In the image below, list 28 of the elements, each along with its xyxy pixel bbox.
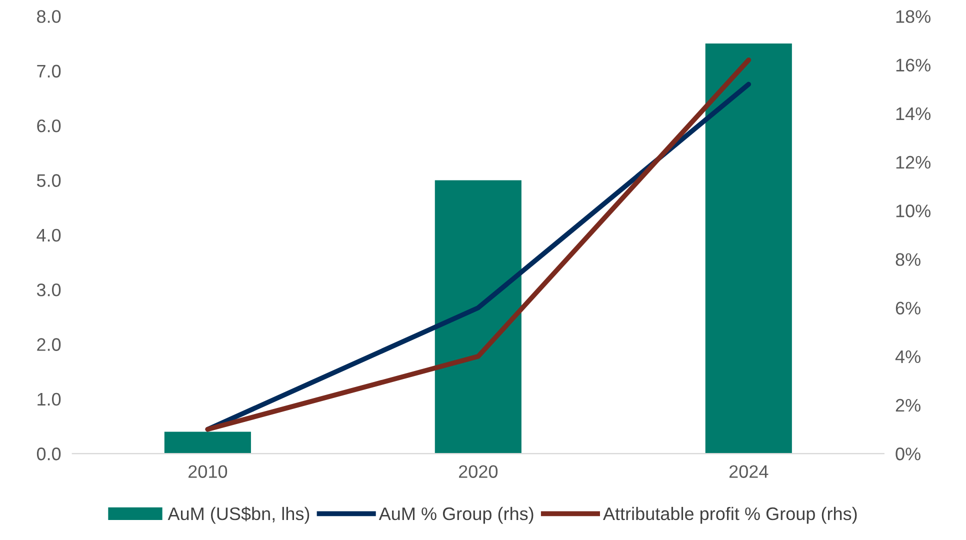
y2-tick-label: 6% <box>896 302 920 315</box>
y-tick-label: 3.0 <box>36 284 61 296</box>
y2-tick-label: 0% <box>896 448 920 460</box>
y2-tick-label: 10% <box>896 204 930 218</box>
y2-tick-label: 8% <box>896 253 920 266</box>
bar <box>705 44 792 454</box>
x-tick-label: 2010 <box>188 465 228 478</box>
y-tick-label: 5.0 <box>36 174 61 187</box>
x-tick-label: 2020 <box>458 465 498 478</box>
bar <box>434 180 522 454</box>
y2-tick-label: 16% <box>896 58 930 72</box>
x-tick-label: 2024 <box>729 465 768 478</box>
y-tick-label: 7.0 <box>37 64 61 78</box>
y-tick-label: 1.0 <box>38 392 61 406</box>
y2-tick-label: 2% <box>896 398 920 412</box>
legend-label: AuM (US$bn, lhs) <box>168 506 310 524</box>
legend-label: AuM % Group (rhs) <box>378 506 534 524</box>
y2-tick-label: 18% <box>896 10 930 23</box>
y-tick-label: 2.0 <box>37 338 61 351</box>
y2-tick-label: 14% <box>896 107 930 120</box>
y-tick-label: 6.0 <box>37 119 61 132</box>
y-tick-label: 0.0 <box>36 448 61 460</box>
bar <box>164 432 251 454</box>
legend-label: Attributable profit % Group (rhs) <box>603 506 857 524</box>
y-tick-label: 4.0 <box>36 228 61 242</box>
y2-tick-label: 4% <box>895 350 920 364</box>
y2-tick-label: 12% <box>896 156 930 169</box>
y-tick-label: 8.0 <box>37 10 61 23</box>
